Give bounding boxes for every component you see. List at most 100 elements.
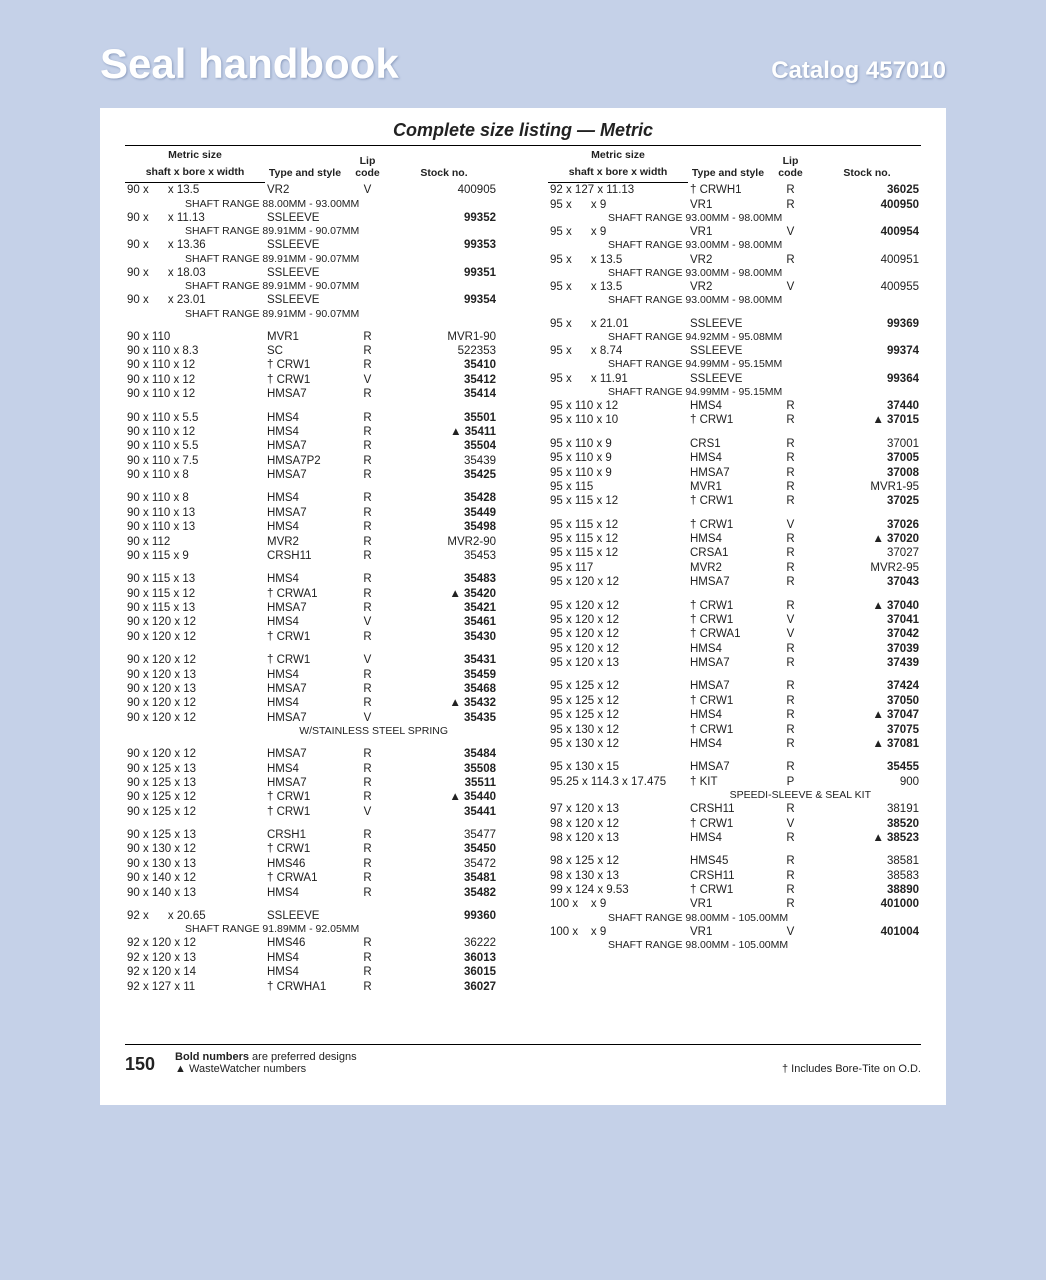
left-table: Metric size Type and style Lip code Stoc… — [125, 148, 498, 994]
table-row: 95 x 110 x 9CRS1R37001 — [548, 437, 921, 451]
table-row: 90 x x 18.03SSLEEVE99351 — [125, 266, 498, 280]
catalog-number: Catalog 457010 — [771, 57, 946, 85]
table-row: 95 x 115 x 12† CRW1R37025 — [548, 494, 921, 508]
table-row: 92 x 120 x 12HMS46R36222 — [125, 936, 498, 950]
table-row: 95 x x 9VR1V400954 — [548, 225, 921, 239]
table-row: 95 x 130 x 12† CRW1R37075 — [548, 723, 921, 737]
shaft-range-note: SHAFT RANGE 94.99MM - 95.15MM — [548, 386, 921, 399]
table-row: 92 x x 20.65SSLEEVE99360 — [125, 909, 498, 923]
shaft-range-note: SHAFT RANGE 91.89MM - 92.05MM — [125, 923, 498, 936]
col-type-label: Type and style — [688, 148, 768, 183]
page-subtitle: Complete size listing — Metric — [125, 120, 921, 146]
table-row: 90 x 110 x 12† CRW1V35412 — [125, 373, 498, 387]
table-row: 99 x 124 x 9.53† CRW1R38890 — [548, 883, 921, 897]
table-row: 90 x 120 x 12HMSA7R35484 — [125, 747, 498, 761]
handbook-title: Seal handbook — [100, 40, 399, 88]
table-row: 90 x 110 x 5.5HMSA7R35504 — [125, 439, 498, 453]
table-row: 90 x x 11.13SSLEEVE99352 — [125, 211, 498, 225]
table-row: 90 x 110 x 12† CRW1R35410 — [125, 358, 498, 372]
table-row: 90 x x 13.36SSLEEVE99353 — [125, 238, 498, 252]
shaft-range-note: SHAFT RANGE 98.00MM - 105.00MM — [548, 912, 921, 925]
shaft-range-note: SHAFT RANGE 98.00MM - 105.00MM — [548, 939, 921, 952]
table-row: 95 x x 13.5VR2R400951 — [548, 253, 921, 267]
table-row: 90 x 130 x 13HMS46R35472 — [125, 857, 498, 871]
page-footer: 150 Bold numbers are preferred designs ▲… — [125, 1044, 921, 1075]
table-row: 90 x 120 x 12HMS4R▲ 35432 — [125, 696, 498, 710]
left-column: Metric size Type and style Lip code Stoc… — [125, 148, 498, 994]
shaft-range-note: SHAFT RANGE 94.92MM - 95.08MM — [548, 331, 921, 344]
shaft-range-note: SHAFT RANGE 88.00MM - 93.00MM — [125, 198, 498, 211]
shaft-range-note: SHAFT RANGE 93.00MM - 98.00MM — [548, 239, 921, 252]
shaft-range-note: SHAFT RANGE 89.91MM - 90.07MM — [125, 225, 498, 238]
table-row: 90 x 110 x 13HMSA7R35449 — [125, 506, 498, 520]
col-size-sub: shaft x bore x width — [548, 165, 688, 183]
page-number: 150 — [125, 1054, 155, 1075]
table-row: 95 x 130 x 12HMS4R▲ 37081 — [548, 737, 921, 751]
table-row: 90 x 110 x 13HMS4R35498 — [125, 520, 498, 534]
table-row: 92 x 120 x 14HMS4R36015 — [125, 965, 498, 979]
table-row: 95 x 120 x 12† CRW1R▲ 37040 — [548, 599, 921, 613]
table-row: 90 x 115 x 13HMS4R35483 — [125, 572, 498, 586]
table-row: 90 x 120 x 12† CRW1R35430 — [125, 630, 498, 644]
table-row: 95 x 120 x 12† CRWA1V37042 — [548, 627, 921, 641]
shaft-range-note: SHAFT RANGE 89.91MM - 90.07MM — [125, 280, 498, 293]
table-row: 90 x x 23.01SSLEEVE99354 — [125, 293, 498, 307]
shaft-range-note: SHAFT RANGE 93.00MM - 98.00MM — [548, 267, 921, 280]
footer-note-right: † Includes Bore-Tite on O.D. — [782, 1063, 921, 1075]
table-row: 90 x 125 x 13HMSA7R35511 — [125, 776, 498, 790]
table-row: 90 x 110 x 8HMS4R35428 — [125, 491, 498, 505]
table-row: 95 x 120 x 13HMSA7R37439 — [548, 656, 921, 670]
table-row: 95 x 120 x 12† CRW1V37041 — [548, 613, 921, 627]
table-row: 90 x 130 x 12† CRW1R35450 — [125, 842, 498, 856]
inline-note: W/STAINLESS STEEL SPRING — [125, 725, 498, 738]
table-row: 98 x 120 x 13HMS4R▲ 38523 — [548, 831, 921, 845]
col-size-label: Metric size — [548, 148, 688, 165]
table-row: 90 x 110 x 12HMS4R▲ 35411 — [125, 425, 498, 439]
table-row: 90 x 110 x 8.3SCR522353 — [125, 344, 498, 358]
table-row: 95 x 110 x 9HMSA7R37008 — [548, 466, 921, 480]
right-table: Metric size Type and style Lip code Stoc… — [548, 148, 921, 952]
table-row: 90 x 110MVR1RMVR1-90 — [125, 330, 498, 344]
col-size-label: Metric size — [125, 148, 265, 165]
table-row: 95 x 110 x 10† CRW1R▲ 37015 — [548, 413, 921, 427]
table-row: 98 x 120 x 12† CRW1V38520 — [548, 817, 921, 831]
table-row: 90 x 120 x 12† CRW1V35431 — [125, 653, 498, 667]
right-column: Metric size Type and style Lip code Stoc… — [548, 148, 921, 994]
table-row: 95 x 115 x 12HMS4R▲ 37020 — [548, 532, 921, 546]
table-row: 98 x 125 x 12HMS45R38581 — [548, 854, 921, 868]
table-row: 98 x 130 x 13CRSH11R38583 — [548, 869, 921, 883]
table-row: 95 x x 9VR1R400950 — [548, 198, 921, 212]
col-stock-label: Stock no. — [390, 148, 498, 183]
table-row: 95 x x 8.74SSLEEVE99374 — [548, 344, 921, 358]
table-row: 90 x 125 x 12† CRW1R▲ 35440 — [125, 790, 498, 804]
table-row: 95 x 125 x 12HMSA7R37424 — [548, 679, 921, 693]
table-row: 97 x 120 x 13CRSH11R38191 — [548, 802, 921, 816]
table-row: 90 x 125 x 12† CRW1V35441 — [125, 805, 498, 819]
table-row: 90 x 115 x 9CRSH11R35453 — [125, 549, 498, 563]
col-size-sub: shaft x bore x width — [125, 165, 265, 183]
table-header: Metric size Type and style Lip code Stoc… — [548, 148, 921, 183]
table-row: 90 x 125 x 13HMS4R35508 — [125, 762, 498, 776]
table-row: 95 x 120 x 12HMSA7R37043 — [548, 575, 921, 589]
table-row: 90 x 110 x 8HMSA7R35425 — [125, 468, 498, 482]
table-row: 92 x 120 x 13HMS4R36013 — [125, 951, 498, 965]
table-row: 90 x 110 x 7.5HMSA7P2R35439 — [125, 454, 498, 468]
table-row: 95.25 x 114.3 x 17.475† KITP900 — [548, 775, 921, 789]
col-type-label: Type and style — [265, 148, 345, 183]
table-row: 90 x 120 x 13HMS4R35459 — [125, 668, 498, 682]
inline-note: SPEEDI-SLEEVE & SEAL KIT — [548, 789, 921, 802]
table-row: 100 x x 9VR1R401000 — [548, 897, 921, 911]
table-row: 90 x 120 x 12HMSA7V35435 — [125, 711, 498, 725]
table-row: 92 x 127 x 11† CRWHA1R36027 — [125, 980, 498, 994]
table-row: 95 x 115 x 12CRSA1R37027 — [548, 546, 921, 560]
table-row: 90 x 115 x 13HMSA7R35421 — [125, 601, 498, 615]
table-row: 95 x 110 x 12HMS4R37440 — [548, 399, 921, 413]
table-row: 95 x x 11.91SSLEEVE99364 — [548, 372, 921, 386]
table-row: 90 x 125 x 13CRSH1R35477 — [125, 828, 498, 842]
table-row: 90 x 112MVR2RMVR2-90 — [125, 535, 498, 549]
shaft-range-note: SHAFT RANGE 89.91MM - 90.07MM — [125, 308, 498, 321]
table-row: 95 x 125 x 12HMS4R▲ 37047 — [548, 708, 921, 722]
table-row: 92 x 127 x 11.13† CRWH1R36025 — [548, 183, 921, 198]
col-lip-label: Lip code — [768, 148, 813, 183]
table-row: 90 x 140 x 13HMS4R35482 — [125, 886, 498, 900]
